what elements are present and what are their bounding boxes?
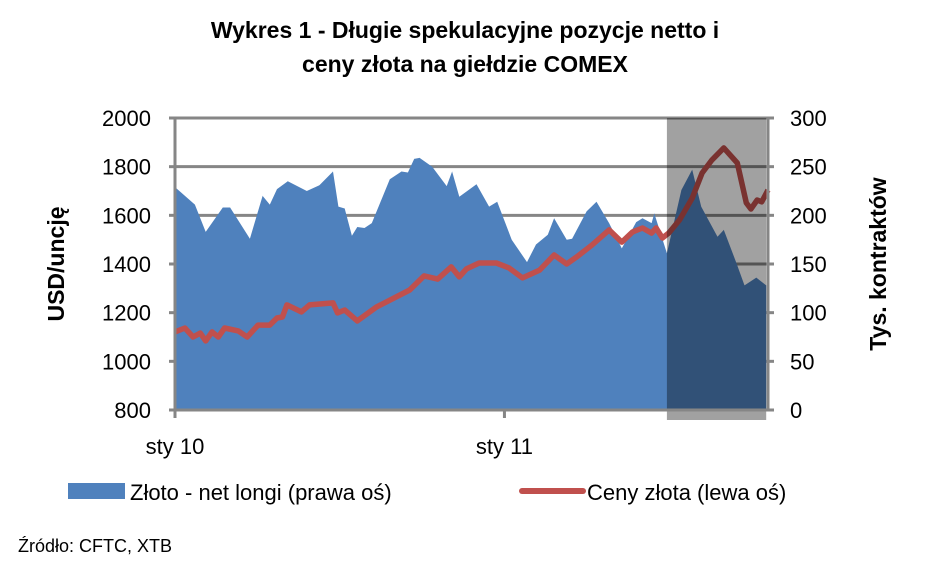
right-axis-title: Tys. kontraktów (865, 177, 891, 350)
left-tick-label: 1200 (102, 301, 151, 326)
left-tick-label: 2000 (102, 106, 151, 131)
legend-swatch-area (68, 483, 125, 499)
x-tick-label: sty 10 (146, 434, 205, 459)
left-tick-label: 1400 (102, 252, 151, 277)
right-tick-label: 50 (790, 349, 814, 374)
right-tick-label: 300 (790, 106, 827, 131)
left-tick-label: 1000 (102, 349, 151, 374)
highlight-band (667, 118, 766, 420)
chart-title-line-2: ceny złota na giełdzie COMEX (302, 51, 629, 77)
right-tick-label: 250 (790, 155, 827, 180)
right-tick-label: 100 (790, 301, 827, 326)
right-tick-label: 0 (790, 398, 802, 423)
right-axis-ticks: 0 50 100 150 200 250 300 (768, 106, 827, 423)
right-tick-label: 200 (790, 203, 827, 228)
legend-label-line: Ceny złota (lewa oś) (587, 480, 786, 505)
left-tick-label: 1800 (102, 155, 151, 180)
legend-label-area: Złoto - net longi (prawa oś) (130, 480, 392, 505)
left-tick-label: 800 (114, 398, 151, 423)
source-note: Źródło: CFTC, XTB (18, 536, 172, 556)
left-axis-title: USD/uncję (43, 206, 69, 321)
legend: Złoto - net longi (prawa oś) Ceny złota … (68, 480, 786, 505)
left-axis-ticks: 800 1000 1200 1400 1600 1800 2000 (102, 106, 175, 423)
highlight-layer (667, 118, 766, 420)
chart-title-line-1: Wykres 1 - Długie spekulacyjne pozycje n… (211, 17, 719, 43)
x-tick-label: sty 11 (476, 434, 533, 459)
left-tick-label: 1600 (102, 203, 151, 228)
right-tick-label: 150 (790, 252, 827, 277)
x-axis-ticks: sty 10 sty 11 (146, 410, 533, 459)
